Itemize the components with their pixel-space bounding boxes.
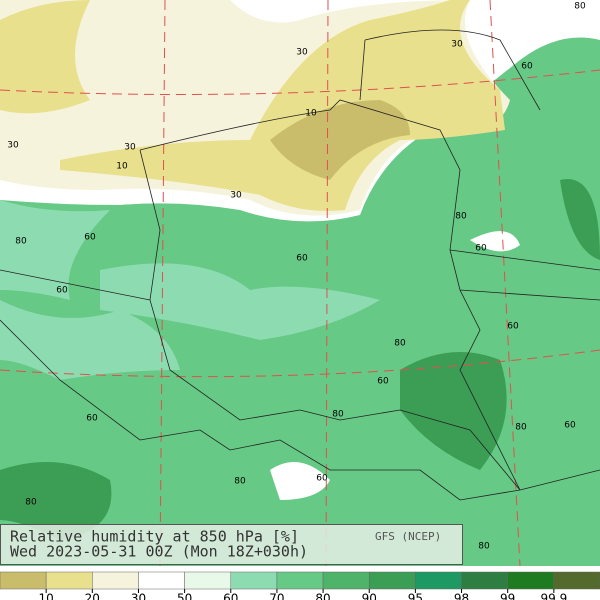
legend-swatch [415, 571, 462, 590]
map-area: 30 30 60 10 30 10 30 30 80 60 60 60 80 60 60 80 60 80 60 80… [0, 0, 600, 567]
contour-label: 10 [305, 109, 317, 119]
legend-swatch [138, 571, 185, 590]
contour-label: 60 [521, 62, 533, 72]
legend-swatch [184, 571, 232, 590]
contour-label: 10 [116, 162, 128, 172]
legend-tick-label: 95 [408, 592, 423, 600]
contour-label: 80 [478, 542, 490, 552]
contour-label: 60 [475, 244, 487, 254]
legend-swatch [461, 571, 508, 590]
contour-label: 30 [230, 191, 242, 201]
contour-label: 80 [455, 212, 467, 222]
legend-swatch [92, 571, 139, 590]
contour-label: 30 [124, 143, 136, 153]
legend-swatch [322, 571, 370, 590]
contour-label: 60 [564, 421, 576, 431]
legend-swatch [553, 571, 600, 590]
legend-swatch [368, 571, 416, 590]
legend-tick-label: 50 [177, 592, 192, 600]
data-source: GFS (NCEP) [375, 530, 441, 543]
contour-label: 60 [84, 233, 96, 243]
contour-label: 80 [332, 410, 344, 420]
rh-70-region [100, 263, 380, 340]
title-box: Relative humidity at 850 hPa [%] GFS (NC… [0, 524, 463, 565]
legend-tick-label: 20 [85, 592, 100, 600]
rh-10-region [270, 100, 410, 180]
rh-70-region [0, 200, 180, 380]
legend-swatch [276, 571, 324, 590]
contour-label: 30 [296, 48, 308, 58]
valid-time: Wed 2023-05-31 00Z (Mon 18Z+030h) [10, 543, 308, 561]
legend-tick-label: 60 [223, 592, 238, 600]
contour-label: 60 [377, 377, 389, 387]
legend-tick-label: 10 [39, 592, 54, 600]
legend-tick-label: 80 [315, 592, 330, 600]
contour-label: 60 [56, 286, 68, 296]
contour-label: 60 [507, 322, 519, 332]
legend-tick-label: 90 [362, 592, 377, 600]
contour-label: 80 [515, 423, 527, 433]
rh-90-region [0, 179, 600, 540]
contour-label: 60 [296, 254, 308, 264]
contour-label: 60 [86, 414, 98, 424]
legend-tick-label: 99 [500, 592, 515, 600]
legend-swatch [0, 571, 47, 590]
country-borders [0, 29, 600, 501]
contour-label: 60 [316, 474, 328, 484]
legend-tick-label: 70 [269, 592, 284, 600]
dry-patch [270, 231, 520, 500]
contour-label: 30 [7, 141, 19, 151]
legend-swatch [230, 571, 278, 590]
legend-tick-label: 99.9 [540, 592, 567, 600]
contour-label: 80 [394, 339, 406, 349]
legend-tick-label: 30 [131, 592, 146, 600]
contour-labels: 30 30 60 10 30 10 30 30 80 60 60 60 80 60 60 80 60 80 60 80… [7, 2, 586, 552]
legend-swatch [507, 571, 555, 590]
legend-swatch [45, 571, 93, 590]
rh-20-region [0, 0, 505, 211]
contour-label: 80 [15, 237, 27, 247]
title-box-frame [0, 524, 463, 565]
contour-label: 80 [234, 477, 246, 487]
legend-tick-label: 98 [454, 592, 469, 600]
contour-label: 30 [451, 40, 463, 50]
map-title: Relative humidity at 850 hPa [%] [10, 528, 299, 546]
colorbar: 10 20 30 50 60 70 80 90 95 98 99 99.9 [0, 566, 600, 600]
contour-label: 80 [574, 2, 586, 12]
contour-label: 80 [25, 498, 37, 508]
